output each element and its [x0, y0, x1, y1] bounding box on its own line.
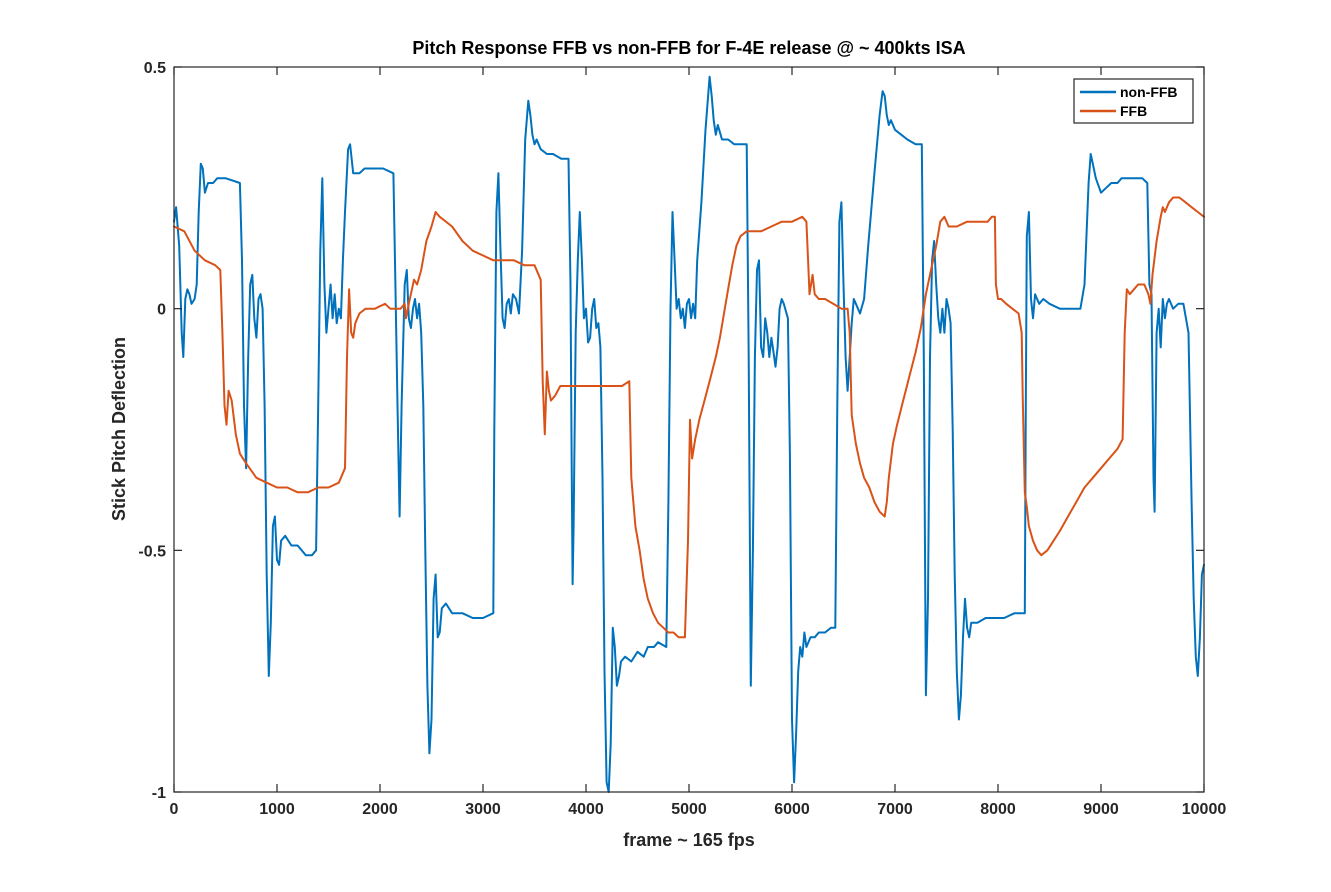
- y-axis-title: Stick Pitch Deflection: [109, 337, 129, 521]
- legend-box: [1073, 78, 1194, 124]
- x-tick-label: 9000: [1083, 801, 1119, 818]
- x-tick-label: 3000: [465, 801, 501, 818]
- legend-label-ffb: FFB: [1120, 103, 1147, 119]
- x-tick-label: 2000: [362, 801, 398, 818]
- y-tick-label: 0: [157, 302, 166, 319]
- series-layer: [173, 75, 1205, 793]
- x-tick-label: 10000: [1182, 801, 1227, 818]
- x-axis-title: frame ~ 165 fps: [623, 830, 755, 850]
- y-tick-label: -1: [152, 785, 166, 802]
- series-line-non-ffb: [173, 75, 1205, 793]
- series-line-ffb: [173, 196, 1205, 639]
- legend: non-FFB FFB: [1073, 78, 1194, 124]
- x-tick-label: 6000: [774, 801, 810, 818]
- x-tick-label: 4000: [568, 801, 604, 818]
- x-tick-label: 7000: [877, 801, 913, 818]
- y-tick-label: 0.5: [144, 60, 166, 77]
- x-tick-label: 8000: [980, 801, 1016, 818]
- x-tick-label: 1000: [259, 801, 295, 818]
- ticks-layer: 0 1000 2000 3000 4000 5000 6000 7000 8000 9000 100…: [138, 60, 1226, 818]
- chart-title: Pitch Response FFB vs non-FFB for F-4E r…: [412, 38, 965, 58]
- y-tick-label: -0.5: [138, 543, 166, 560]
- legend-label-non-ffb: non-FFB: [1120, 84, 1178, 100]
- x-tick-label: 0: [170, 801, 179, 818]
- x-tick-label: 5000: [671, 801, 707, 818]
